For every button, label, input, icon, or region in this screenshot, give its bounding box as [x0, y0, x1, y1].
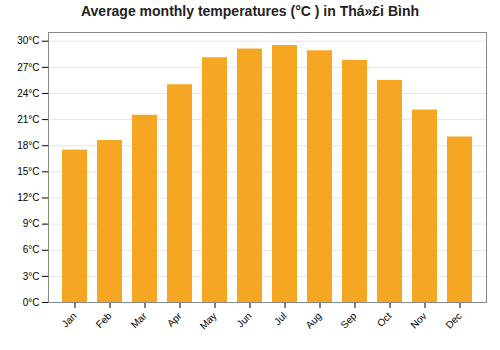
svg-text:Feb: Feb	[94, 310, 114, 330]
svg-text:12°C: 12°C	[17, 192, 39, 203]
svg-text:24°C: 24°C	[17, 88, 39, 99]
svg-text:21°C: 21°C	[17, 114, 39, 125]
svg-text:Sep: Sep	[338, 310, 359, 331]
svg-text:Mar: Mar	[129, 310, 149, 330]
svg-text:Oct: Oct	[375, 310, 394, 329]
svg-text:Jul: Jul	[272, 310, 289, 327]
svg-text:May: May	[198, 310, 219, 331]
svg-text:Aug: Aug	[303, 310, 323, 330]
svg-text:Apr: Apr	[165, 310, 184, 329]
svg-text:0°C: 0°C	[23, 297, 40, 308]
svg-text:9°C: 9°C	[23, 218, 40, 229]
svg-text:3°C: 3°C	[23, 271, 40, 282]
svg-text:30°C: 30°C	[17, 35, 39, 46]
svg-text:Jun: Jun	[234, 310, 253, 329]
html-text:Average monthly temperatures (: Average monthly temperatures (°C ) in Th…	[81, 3, 419, 19]
svg-text:Nov: Nov	[408, 310, 428, 330]
svg-text:15°C: 15°C	[17, 166, 39, 177]
svg-text:18°C: 18°C	[17, 140, 39, 151]
svg-text:27°C: 27°C	[17, 62, 39, 73]
svg-text:Dec: Dec	[443, 310, 463, 330]
svg-text:6°C: 6°C	[23, 244, 40, 255]
svg-text:Jan: Jan	[59, 310, 78, 329]
